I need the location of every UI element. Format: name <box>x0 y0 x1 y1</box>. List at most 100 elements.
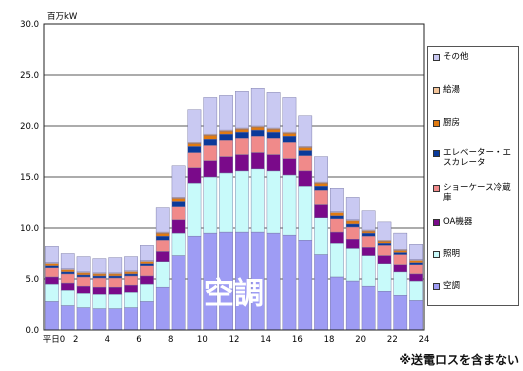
bar-segment <box>219 156 233 174</box>
x-tick-label: 4 <box>105 335 110 345</box>
bar-segment <box>250 88 265 127</box>
bar-segment <box>393 271 408 296</box>
bar-segment <box>409 273 423 282</box>
bar-segment <box>124 292 138 308</box>
bar-segment <box>60 269 75 273</box>
bar-segment <box>330 212 344 216</box>
bar-segment <box>298 155 313 172</box>
bar-segment <box>203 139 218 146</box>
bar-segment <box>45 267 59 278</box>
x-tick-label: 18 <box>324 335 335 345</box>
legend-swatch <box>433 54 440 61</box>
bar-segment <box>203 176 218 234</box>
bar-segment <box>298 185 313 241</box>
bar-segment <box>92 277 107 288</box>
bar-segment <box>345 197 360 221</box>
x-tick-label: 16 <box>292 335 303 345</box>
legend-swatch <box>433 251 440 258</box>
bar-segment <box>108 294 123 309</box>
bar-segment <box>298 147 313 151</box>
bar-segment <box>140 245 154 261</box>
bar-segment <box>124 271 138 275</box>
bar-segment <box>140 263 154 266</box>
bar-segment <box>314 217 328 255</box>
footnote: ※送電ロスを含まない <box>399 353 519 367</box>
bar-segment <box>92 258 107 274</box>
bar-segment <box>282 135 297 143</box>
bar-segment <box>235 170 249 233</box>
bar-segment <box>203 134 218 140</box>
x-tick-label: 12 <box>229 335 240 345</box>
y-tick-label: 30.0 <box>20 20 39 30</box>
bar-segment <box>219 172 233 233</box>
bar-segment <box>45 263 59 266</box>
bar-segment <box>140 261 154 264</box>
bar-segment <box>235 91 249 129</box>
bar-segment <box>155 235 170 241</box>
bar-segment <box>219 140 233 157</box>
x-tick-label: 2 <box>73 335 78 345</box>
bar-segment <box>282 132 297 137</box>
bar-segment <box>76 285 91 294</box>
bar-segment <box>345 226 360 240</box>
bar-segment <box>361 255 376 287</box>
bar-segment <box>250 152 265 170</box>
bar-segment <box>393 295 408 331</box>
bar-segment <box>155 240 170 252</box>
x-tick-label: 平日0 <box>43 335 65 345</box>
bar-segment <box>314 204 328 218</box>
legend-label: 照明 <box>443 249 461 259</box>
legend-swatch <box>433 283 440 290</box>
bar-segment <box>108 275 123 279</box>
bar-segment <box>314 182 328 187</box>
bar-segment <box>298 115 313 147</box>
bar-segment <box>155 207 170 233</box>
bar-segment <box>266 232 281 331</box>
bar-segment <box>377 245 392 256</box>
legend-label: 空調 <box>443 281 461 291</box>
bar-segment <box>171 201 186 207</box>
bar-segment <box>76 307 91 331</box>
bar-segment <box>345 223 360 228</box>
bar-segment <box>361 210 376 231</box>
legend-swatch <box>433 87 440 94</box>
bar-segment <box>76 272 91 276</box>
legend-label: 給湯 <box>443 85 461 95</box>
bar-segment <box>377 221 392 241</box>
bar-segment <box>393 250 408 253</box>
bar-segment <box>393 252 408 255</box>
bar-segment <box>45 265 59 268</box>
legend-swatch <box>433 150 440 157</box>
bar-segment <box>377 241 392 244</box>
x-tick-label: 22 <box>387 335 398 345</box>
bar-segment <box>409 300 423 331</box>
bar-segment <box>108 286 123 295</box>
bar-segment <box>409 264 423 275</box>
bar-segment <box>92 308 107 331</box>
legend-label: その他 <box>443 52 469 62</box>
bar-segment <box>361 232 376 237</box>
bar-segment <box>345 220 360 225</box>
bar-segment <box>393 264 408 273</box>
bar-segment <box>60 290 75 306</box>
bar-segment <box>187 167 202 184</box>
bar-segment <box>409 280 423 301</box>
bar-segment <box>282 142 297 159</box>
bar-segment <box>345 248 360 282</box>
bar-segment <box>45 246 59 263</box>
bar-segment <box>140 283 154 302</box>
bar-segment <box>314 190 328 205</box>
bar-segment <box>187 182 202 237</box>
y-tick-label: 0.0 <box>25 326 39 336</box>
legend-swatch <box>433 219 440 226</box>
bar-segment <box>140 265 154 277</box>
bar-segment <box>361 235 376 248</box>
bar-segment <box>76 256 91 273</box>
bar-segment <box>219 95 233 131</box>
bar-segment <box>377 291 392 331</box>
legend-swatch <box>433 185 440 192</box>
bar-segment <box>203 145 218 161</box>
bar-segment <box>171 198 186 202</box>
bar-segment <box>409 244 423 260</box>
